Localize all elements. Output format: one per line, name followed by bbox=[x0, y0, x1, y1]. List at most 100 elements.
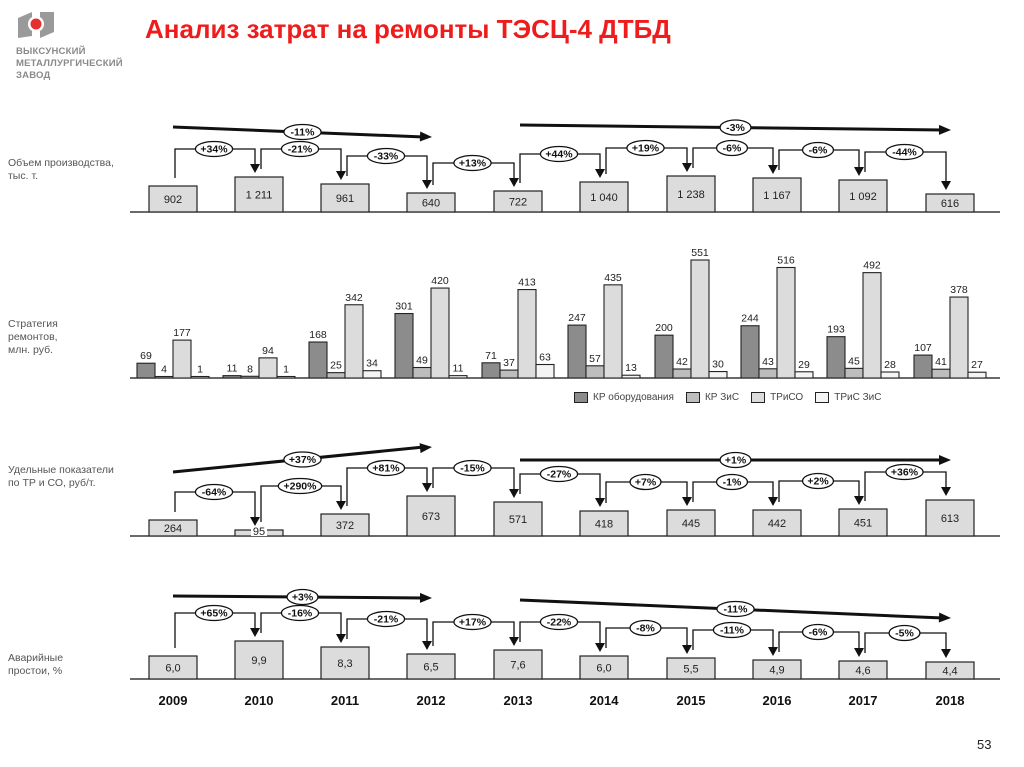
value-box bbox=[406, 192, 456, 213]
bar-value-label: 1 bbox=[197, 364, 203, 376]
change-label: -21% bbox=[288, 144, 313, 156]
bar-value-label: 27 bbox=[971, 359, 983, 371]
bar-value-label: 25 bbox=[330, 360, 342, 372]
change-badge bbox=[366, 147, 406, 165]
change-label: -64% bbox=[202, 487, 227, 499]
change-badge bbox=[453, 613, 492, 631]
change-badge bbox=[801, 472, 835, 490]
bar bbox=[603, 284, 623, 379]
value-label: 6,0 bbox=[165, 663, 180, 675]
bar-value-label: 435 bbox=[604, 272, 622, 284]
value-label: 571 bbox=[509, 514, 527, 526]
change-label: -21% bbox=[374, 614, 399, 626]
company-name-line-2: МЕТАЛЛУРГИЧЕСКИЙ bbox=[16, 58, 123, 69]
year-label: 2014 bbox=[589, 693, 619, 708]
value-box bbox=[925, 661, 975, 680]
value-label: 9,9 bbox=[251, 655, 266, 667]
bar bbox=[517, 289, 537, 379]
legend-label: КР ЗиС bbox=[704, 392, 740, 403]
arrow-head-icon bbox=[250, 164, 260, 173]
bar-value-label: 41 bbox=[935, 356, 947, 368]
value-box bbox=[666, 657, 716, 680]
year-label: 2012 bbox=[416, 693, 446, 708]
value-label: 8,3 bbox=[337, 658, 352, 670]
change-label: -22% bbox=[547, 617, 572, 629]
value-box bbox=[234, 640, 284, 680]
bar bbox=[222, 375, 242, 379]
change-label: -11% bbox=[720, 625, 745, 637]
bar bbox=[276, 375, 296, 379]
bar bbox=[708, 371, 728, 379]
legend-label: ТРиС ЗиС bbox=[834, 392, 882, 403]
legend-label: КР оборудования bbox=[593, 392, 674, 403]
change-badge bbox=[283, 123, 322, 141]
value-box bbox=[320, 646, 370, 680]
change-badge bbox=[629, 619, 662, 637]
value-label: 445 bbox=[682, 518, 700, 530]
change-label: +290% bbox=[284, 481, 318, 493]
bar bbox=[481, 362, 501, 379]
bar bbox=[621, 374, 641, 379]
bar bbox=[430, 287, 450, 379]
value-label: 640 bbox=[422, 198, 440, 210]
change-badge bbox=[715, 473, 749, 491]
arrow-head-icon bbox=[595, 643, 605, 652]
change-label: -44% bbox=[892, 147, 917, 159]
value-label: 4,4 bbox=[942, 666, 957, 678]
value-label: 616 bbox=[941, 198, 959, 210]
bar-value-label: 342 bbox=[345, 292, 363, 304]
value-box bbox=[493, 190, 543, 213]
change-badge bbox=[885, 143, 924, 161]
value-label: 7,6 bbox=[510, 660, 525, 672]
bar bbox=[362, 370, 382, 379]
change-label: -15% bbox=[460, 463, 485, 475]
bar-value-label: 29 bbox=[798, 359, 810, 371]
bar-value-label: 420 bbox=[431, 275, 449, 287]
bar bbox=[776, 266, 796, 379]
value-label: 902 bbox=[164, 194, 182, 206]
change-label: +19% bbox=[632, 143, 660, 155]
change-badge bbox=[366, 610, 406, 628]
arrow-head-icon bbox=[941, 649, 951, 658]
value-label: 442 bbox=[768, 518, 786, 530]
bar-value-label: 200 bbox=[655, 322, 673, 334]
value-label: 372 bbox=[336, 520, 354, 532]
value-label: 95 bbox=[253, 526, 265, 538]
change-label: +36% bbox=[891, 467, 919, 479]
change-label: +34% bbox=[200, 144, 228, 156]
change-badge bbox=[888, 624, 921, 642]
bar bbox=[154, 375, 174, 379]
change-label: +65% bbox=[200, 608, 228, 620]
bar bbox=[740, 325, 760, 379]
change-badge bbox=[280, 604, 320, 622]
value-box bbox=[234, 176, 284, 213]
value-label: 961 bbox=[336, 193, 354, 205]
value-label: 6,0 bbox=[596, 663, 611, 675]
change-label: -6% bbox=[809, 145, 828, 157]
change-badge bbox=[716, 600, 755, 618]
change-badge bbox=[366, 459, 406, 477]
legend-swatch-icon bbox=[685, 392, 700, 403]
arrow-head-icon bbox=[682, 645, 692, 654]
bar-value-label: 107 bbox=[914, 342, 932, 354]
value-label: 1 092 bbox=[849, 191, 877, 203]
change-label: +3% bbox=[292, 592, 314, 604]
logo-mark-icon bbox=[18, 12, 54, 38]
arrow-head-icon bbox=[595, 498, 605, 507]
trend-arrow-head-icon bbox=[419, 131, 432, 142]
bar-value-label: 378 bbox=[950, 284, 968, 296]
bar-value-label: 551 bbox=[691, 247, 709, 259]
change-badge bbox=[453, 154, 492, 172]
change-badge bbox=[194, 483, 234, 501]
year-label: 2018 bbox=[935, 693, 965, 708]
bar-value-label: 13 bbox=[625, 362, 637, 374]
bar bbox=[913, 354, 933, 379]
bar-value-label: 4 bbox=[161, 364, 167, 376]
change-badge bbox=[629, 473, 662, 491]
bar-value-label: 30 bbox=[712, 359, 724, 371]
value-label: 418 bbox=[595, 519, 613, 531]
change-badge bbox=[801, 141, 835, 159]
bar bbox=[308, 341, 328, 379]
trend-arrow-head-icon bbox=[938, 612, 951, 623]
year-label: 2009 bbox=[158, 693, 188, 708]
